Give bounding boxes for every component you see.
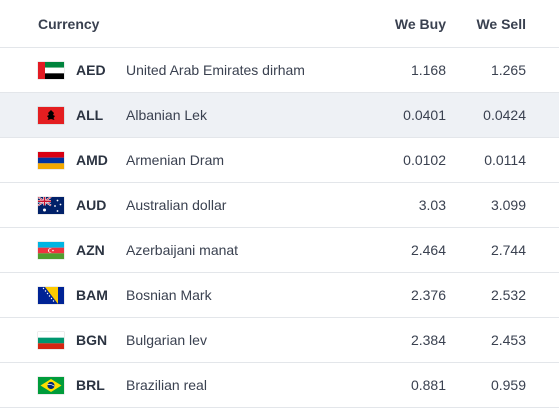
sell-rate: 0.0114 bbox=[484, 152, 526, 168]
sell-rate: 1.265 bbox=[490, 62, 526, 78]
sell-rate: 0.959 bbox=[490, 377, 526, 393]
currency-name: Bulgarian lev bbox=[126, 332, 207, 348]
sell-rate: 2.453 bbox=[490, 332, 526, 348]
currency-name: Armenian Dram bbox=[126, 152, 225, 168]
currency-name: Brazilian real bbox=[126, 377, 207, 393]
table-row[interactable]: BGN Bulgarian lev 2.384 2.453 bbox=[0, 318, 559, 363]
buy-rate: 2.384 bbox=[410, 332, 446, 348]
sell-rate: 2.744 bbox=[490, 242, 526, 258]
currency-name: Bosnian Mark bbox=[126, 287, 212, 303]
azerbaijan-flag-icon bbox=[38, 241, 64, 259]
buy-rate: 2.376 bbox=[410, 287, 446, 303]
table-row[interactable]: BAM Bosnian Mark 2.376 2.532 bbox=[0, 273, 559, 318]
currency-code: AZN bbox=[76, 242, 105, 258]
bosnia-flag-icon bbox=[38, 286, 64, 304]
sell-rate: 2.532 bbox=[490, 287, 526, 303]
currency-code: AMD bbox=[76, 152, 108, 168]
table-row[interactable]: AUD Australian dollar 3.03 3.099 bbox=[0, 183, 559, 228]
currency-code: BGN bbox=[76, 332, 108, 348]
table-header: Currency We Buy We Sell bbox=[0, 0, 559, 48]
header-we-sell: We Sell bbox=[476, 15, 526, 32]
buy-rate: 1.168 bbox=[410, 62, 446, 78]
currency-code: AUD bbox=[76, 197, 107, 213]
currency-code: AED bbox=[76, 62, 106, 78]
sell-rate: 0.0424 bbox=[483, 107, 526, 123]
currency-name: Australian dollar bbox=[126, 197, 227, 213]
buy-rate: 0.0102 bbox=[403, 152, 446, 168]
currency-name: Albanian Lek bbox=[126, 107, 207, 123]
currency-code: BAM bbox=[76, 287, 108, 303]
albania-flag-icon bbox=[38, 106, 64, 124]
buy-rate: 0.0401 bbox=[403, 107, 446, 123]
brazil-flag-icon bbox=[38, 376, 64, 394]
table-row[interactable]: BRL Brazilian real 0.881 0.959 bbox=[0, 363, 559, 408]
table-row[interactable]: ALL Albanian Lek 0.0401 0.0424 bbox=[0, 93, 559, 138]
currency-code: BRL bbox=[76, 377, 105, 393]
table-row[interactable]: AZN Azerbaijani manat 2.464 2.744 bbox=[0, 228, 559, 273]
buy-rate: 3.03 bbox=[418, 197, 446, 213]
header-currency: Currency bbox=[38, 15, 100, 32]
table-row[interactable]: AED United Arab Emirates dirham 1.168 1.… bbox=[0, 48, 559, 93]
table-row[interactable]: AMD Armenian Dram 0.0102 0.0114 bbox=[0, 138, 559, 183]
header-we-buy: We Buy bbox=[394, 15, 446, 32]
buy-rate: 2.464 bbox=[410, 242, 446, 258]
uae-flag-icon bbox=[38, 61, 64, 79]
currency-name: United Arab Emirates dirham bbox=[126, 62, 305, 78]
currency-code: ALL bbox=[76, 107, 104, 123]
armenia-flag-icon bbox=[38, 151, 64, 169]
buy-rate: 0.881 bbox=[410, 377, 446, 393]
sell-rate: 3.099 bbox=[490, 197, 526, 213]
currency-name: Azerbaijani manat bbox=[126, 242, 239, 258]
australia-flag-icon bbox=[38, 196, 64, 214]
bulgaria-flag-icon bbox=[38, 331, 64, 349]
